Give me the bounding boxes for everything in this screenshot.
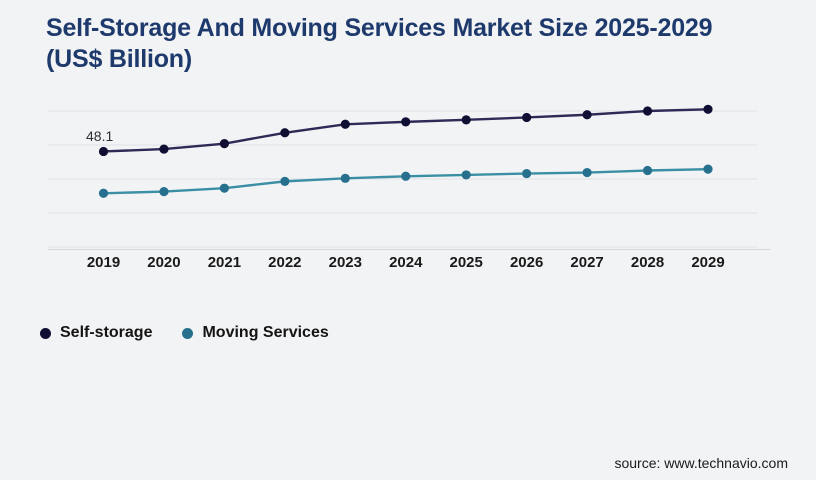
x-axis-tick: 2027	[570, 254, 604, 271]
legend-label: Moving Services	[202, 324, 329, 341]
source-credit: source: www.technavio.com	[614, 455, 788, 471]
data-point	[642, 165, 653, 176]
x-axis-tick: 2019	[86, 254, 121, 271]
legend-item: Self-storage	[40, 324, 152, 342]
data-point-label: 48.1	[86, 128, 114, 144]
data-point	[703, 164, 713, 174]
x-axis-tick: 2022	[268, 254, 302, 271]
data-point	[522, 112, 532, 123]
data-point	[703, 104, 713, 114]
x-axis-tick: 2025	[449, 254, 483, 271]
x-axis-tick: 2029	[691, 254, 725, 271]
data-point	[401, 117, 411, 127]
data-point	[582, 167, 592, 178]
data-point	[159, 186, 169, 197]
data-point	[340, 119, 350, 129]
x-axis-tick: 2023	[328, 254, 362, 271]
legend-dot-icon	[40, 327, 51, 339]
data-point	[642, 106, 653, 116]
legend-label: Self-storage	[60, 324, 153, 341]
data-point	[582, 110, 592, 120]
data-point	[98, 188, 109, 198]
data-point	[219, 139, 229, 149]
data-point	[280, 128, 290, 138]
x-axis-tick: 2028	[630, 254, 665, 271]
data-point	[219, 183, 229, 193]
data-point	[401, 171, 411, 181]
data-point	[461, 115, 471, 125]
data-point	[280, 176, 290, 186]
chart-legend: Self-storage Moving Services	[40, 324, 329, 342]
x-axis-tick: 2024	[389, 254, 423, 271]
x-axis: 2019 2020 2021 2022 2023 2024 2025 2026 2027 2028…	[0, 254, 816, 276]
legend-dot-icon	[182, 327, 194, 339]
legend-item: Moving Services	[182, 324, 329, 342]
data-point	[159, 144, 169, 154]
x-axis-tick: 2026	[509, 254, 544, 271]
x-axis-tick: 2020	[147, 254, 181, 271]
data-point	[340, 173, 350, 183]
data-point	[522, 168, 532, 179]
data-point	[461, 170, 471, 180]
data-point	[98, 146, 109, 157]
page-title: Self-Storage And Moving Services Market …	[46, 14, 713, 73]
x-axis-tick: 2021	[207, 254, 242, 271]
